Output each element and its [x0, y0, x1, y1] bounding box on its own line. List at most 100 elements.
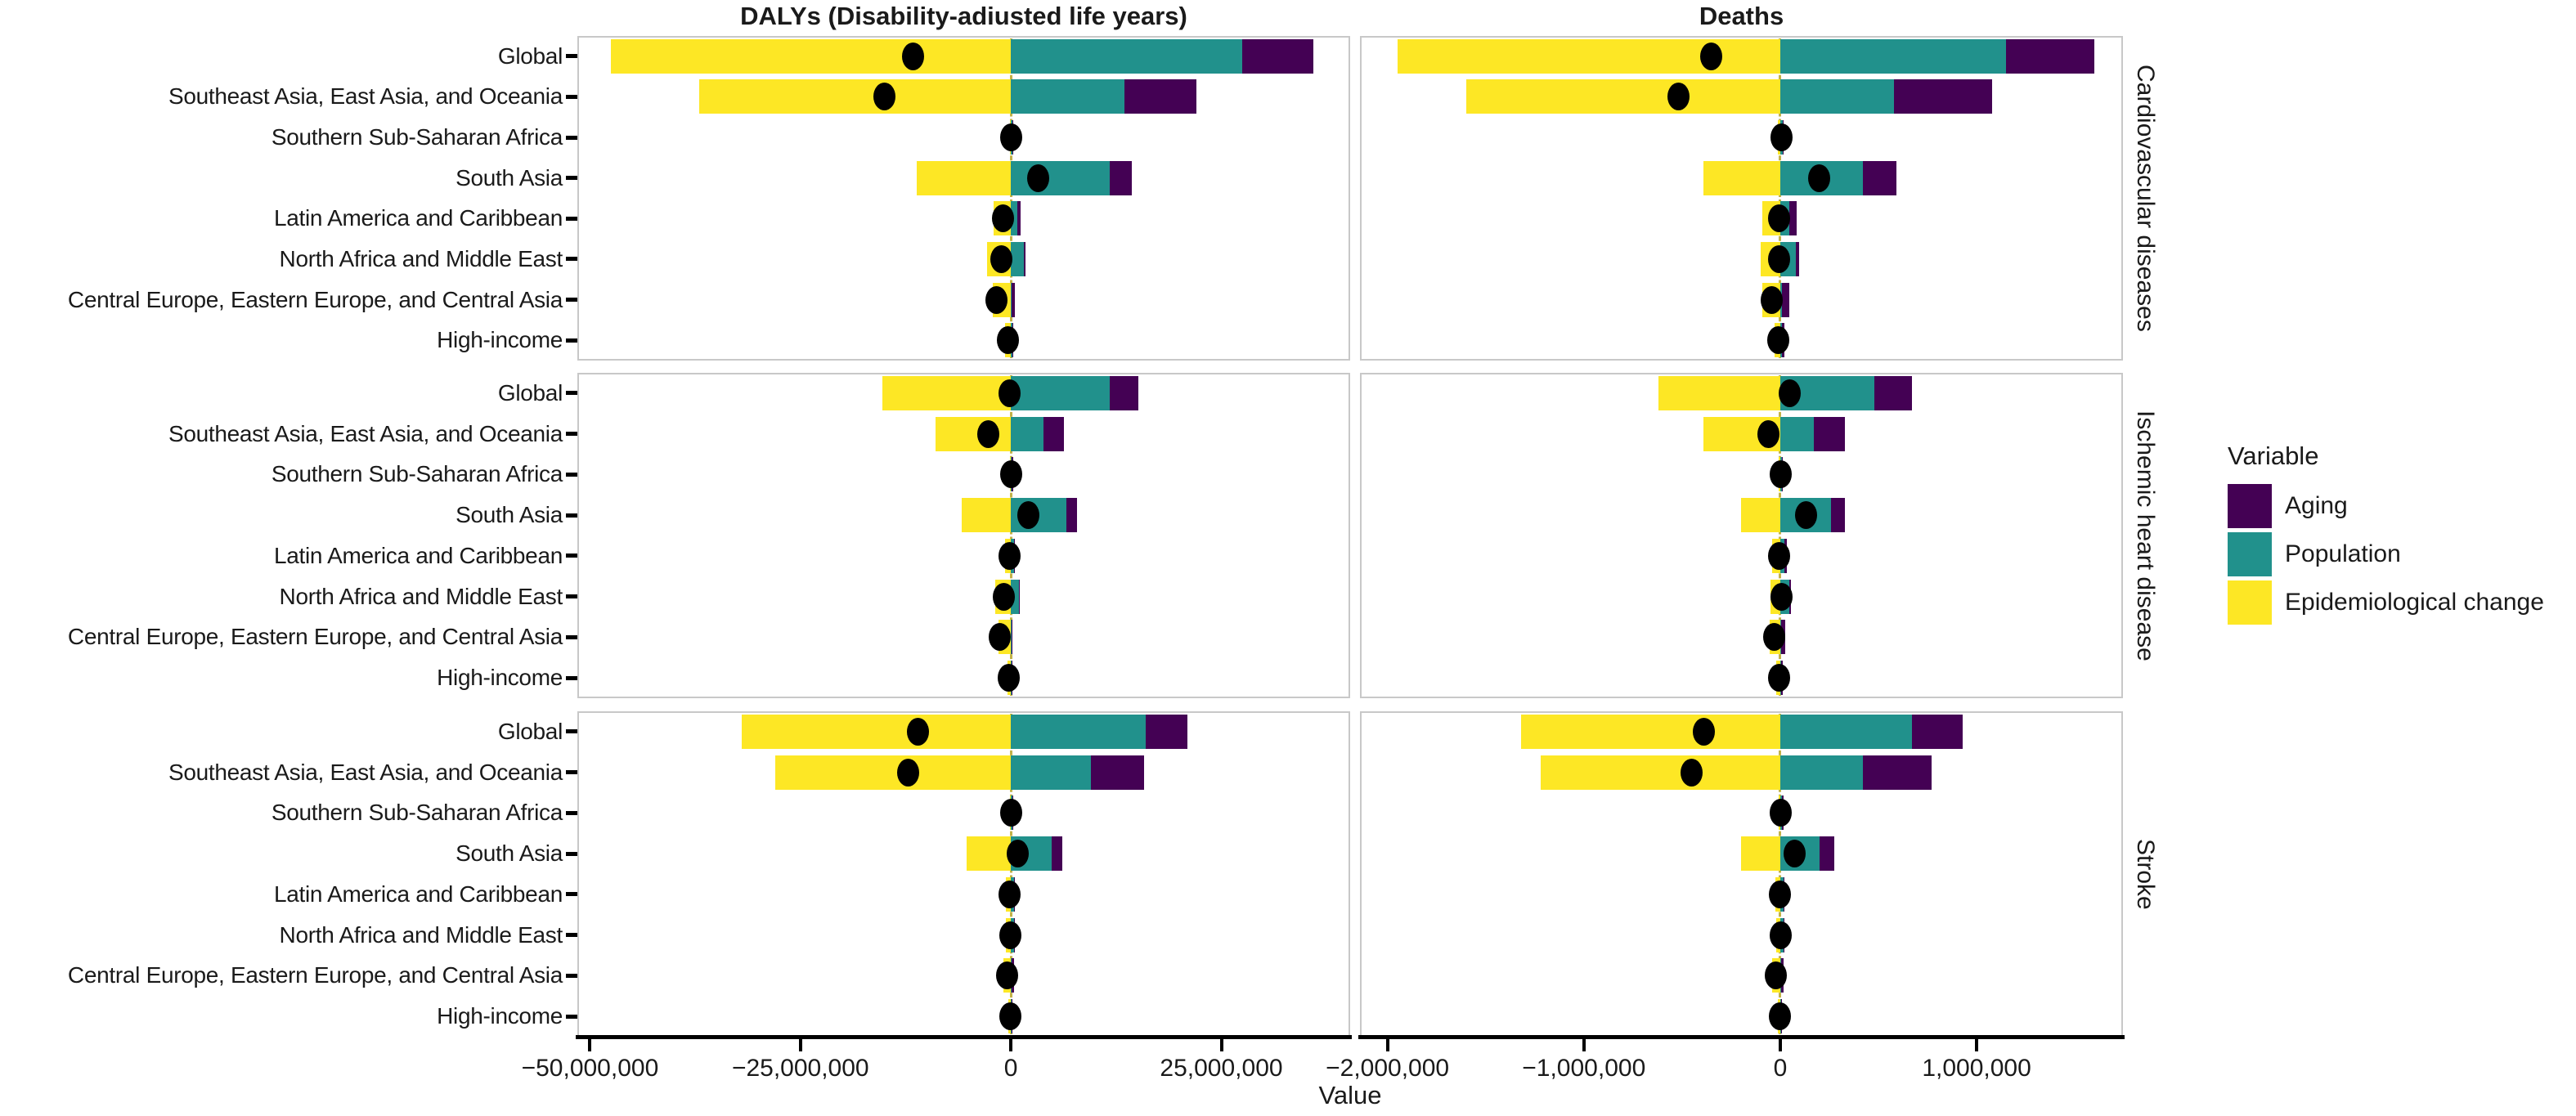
- bar-population: [1779, 38, 2007, 74]
- region-label: High-income: [437, 327, 563, 353]
- bar-epidemiological-change: [1740, 498, 1780, 533]
- net-change-dot: [1768, 880, 1791, 908]
- bar-aging: [1862, 160, 1896, 195]
- net-change-dot: [989, 623, 1012, 652]
- legend-title: Variable: [2228, 441, 2319, 470]
- bar-aging: [1017, 201, 1021, 236]
- y-axis-tick: [566, 770, 577, 775]
- net-change-dot: [1768, 204, 1791, 233]
- x-tick-label: 25,000,000: [1160, 1055, 1283, 1082]
- region-label: Southeast Asia, East Asia, and Oceania: [168, 420, 563, 446]
- net-change-dot: [1768, 1002, 1791, 1031]
- region-label: Global: [497, 379, 563, 406]
- bar-population: [1011, 714, 1146, 749]
- x-axis-title: Value: [1318, 1081, 1382, 1109]
- bar-epidemiological-change: [966, 836, 1012, 872]
- bar-aging: [1819, 836, 1834, 872]
- x-tick-label: 0: [1003, 1055, 1018, 1082]
- net-change-dot: [992, 204, 1015, 233]
- bar-aging: [1011, 620, 1013, 655]
- bar-epidemiological-change: [882, 375, 1012, 410]
- y-axis-tick: [566, 54, 577, 59]
- region-label: Southeast Asia, East Asia, and Oceania: [168, 83, 563, 110]
- y-axis-tick: [566, 257, 577, 262]
- y-axis-tick: [566, 391, 577, 396]
- zero-reference-line: [1009, 714, 1012, 1034]
- region-label: Southern Sub-Saharan Africa: [271, 124, 563, 150]
- bar-aging: [1109, 375, 1138, 410]
- bar-epidemiological-change: [1397, 38, 1780, 74]
- net-change-dot: [996, 326, 1019, 355]
- facet-strip-label-stroke: Stroke: [2132, 838, 2159, 910]
- y-axis-tick: [566, 94, 577, 99]
- net-change-dot: [1000, 460, 1023, 489]
- bar-aging: [1782, 282, 1789, 317]
- y-axis-tick: [566, 216, 577, 221]
- net-change-dot: [907, 717, 930, 746]
- y-axis-tick: [566, 933, 577, 938]
- bar-epidemiological-change: [962, 498, 1012, 533]
- x-axis-tick: [588, 1039, 592, 1051]
- bar-aging: [1124, 79, 1196, 114]
- bar-aging: [1874, 375, 1912, 410]
- facet-strip-label-ischemic-heart-disease: Ischemic heart disease: [2132, 410, 2159, 661]
- bar-aging: [1018, 579, 1021, 614]
- net-change-dot: [993, 582, 1016, 611]
- net-change-dot: [990, 244, 1013, 273]
- net-change-dot: [1764, 961, 1787, 990]
- bar-population: [1011, 416, 1044, 451]
- legend-items: Aging Population Epidemiological change: [2228, 484, 2544, 625]
- x-tick-label: −1,000,000: [1522, 1055, 1646, 1082]
- bar-population: [1011, 79, 1125, 114]
- net-change-dot: [1760, 285, 1783, 314]
- bar-aging: [1788, 201, 1797, 236]
- bar-population: [1011, 375, 1110, 410]
- region-label: South Asia: [456, 840, 563, 867]
- zero-reference-line: [1009, 38, 1012, 358]
- region-label: Central Europe, Eastern Europe, and Cent…: [67, 962, 563, 988]
- region-label: Central Europe, Eastern Europe, and Cent…: [67, 624, 563, 650]
- net-change-dot: [999, 921, 1021, 949]
- legend-item-label: Aging: [2285, 492, 2348, 519]
- x-axis-tick: [1582, 1039, 1586, 1051]
- zero-reference-line: [1009, 375, 1012, 696]
- y-axis-tick: [566, 634, 577, 639]
- column-title-dalys: DALYs (Disability-adiusted life years): [740, 2, 1187, 30]
- x-axis-tick: [1219, 1039, 1223, 1051]
- net-change-dot: [998, 541, 1021, 570]
- net-change-dot: [1006, 840, 1029, 868]
- y-axis-tick: [566, 432, 577, 437]
- net-change-dot: [1770, 123, 1793, 152]
- x-tick-label: −50,000,000: [521, 1055, 659, 1082]
- bar-population: [1011, 755, 1091, 790]
- y-axis-tick: [566, 554, 577, 558]
- region-label: Central Europe, Eastern Europe, and Cent…: [67, 286, 563, 312]
- bar-aging: [1145, 714, 1188, 749]
- region-label: High-income: [437, 665, 563, 691]
- net-change-dot: [1692, 717, 1715, 746]
- net-change-dot: [1768, 244, 1791, 273]
- net-change-dot: [1017, 501, 1040, 530]
- legend-swatch: [2228, 532, 2272, 576]
- bar-population: [1011, 160, 1110, 195]
- column-title-deaths: Deaths: [1699, 2, 1784, 30]
- bar-population: [1011, 579, 1019, 614]
- net-change-dot: [1026, 164, 1049, 192]
- y-axis-tick: [566, 892, 577, 897]
- bar-aging: [1043, 416, 1064, 451]
- net-change-dot: [1770, 582, 1793, 611]
- region-label: Global: [497, 43, 563, 69]
- x-axis-tick: [1009, 1039, 1013, 1051]
- bar-population: [1011, 241, 1024, 276]
- bar-aging: [2006, 38, 2095, 74]
- legend: Variable Aging Population Epidemiological …: [2228, 441, 2544, 629]
- x-axis-tick: [798, 1039, 802, 1051]
- bar-population: [1011, 38, 1243, 74]
- bar-aging: [1911, 714, 1963, 749]
- legend-item-aging: Aging: [2228, 484, 2544, 528]
- net-change-dot: [1768, 541, 1791, 570]
- legend-item-label: Epidemiological change: [2285, 589, 2544, 616]
- y-axis-tick: [566, 472, 577, 477]
- x-tick-label: −2,000,000: [1326, 1055, 1450, 1082]
